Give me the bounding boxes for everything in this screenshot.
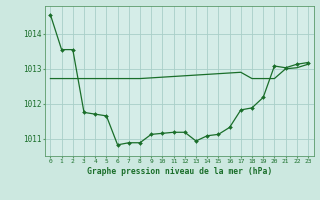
X-axis label: Graphe pression niveau de la mer (hPa): Graphe pression niveau de la mer (hPa) [87, 167, 272, 176]
